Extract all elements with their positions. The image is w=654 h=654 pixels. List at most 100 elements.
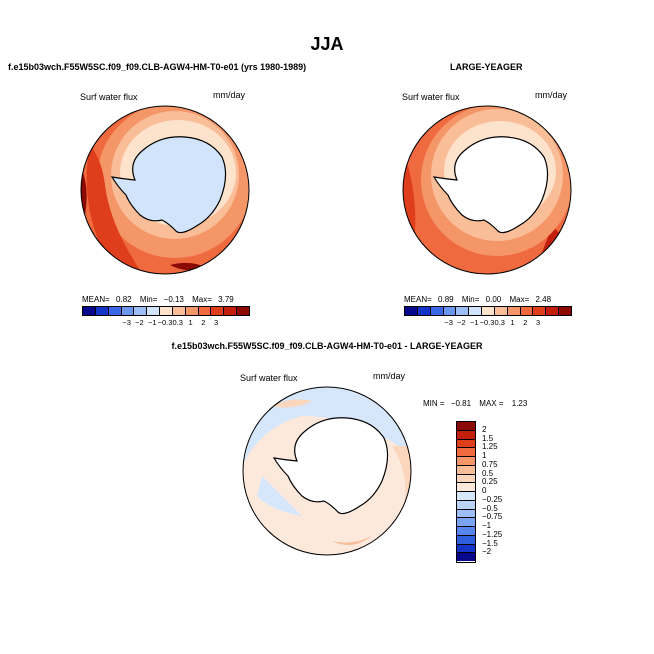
top-left-mean-label: MEAN= <box>82 295 110 304</box>
colorbar-swatch <box>198 307 212 315</box>
colorbar-swatch <box>108 307 122 315</box>
top-left-max: 3.79 <box>218 295 234 304</box>
colorbar-tick-label: 1 <box>510 318 515 327</box>
colorbar-tick-label: 3 <box>535 318 541 327</box>
colorbar-tick-label: −0.25 <box>482 494 503 504</box>
colorbar-swatch <box>457 544 475 554</box>
top-left-case-title: f.e15b03wch.F55W5SC.f09_f09.CLB-AGW4-HM-… <box>8 62 307 72</box>
top-right-mean-label: MEAN= <box>404 295 432 304</box>
colorbar-swatch <box>469 307 483 315</box>
colorbar-swatch <box>482 307 495 315</box>
colorbar-swatch <box>211 307 225 315</box>
colorbar-swatch <box>121 307 135 315</box>
colorbar-tick-label: 2 <box>201 318 206 327</box>
colorbar-tick-label: 2 <box>482 424 487 434</box>
colorbar-swatch <box>457 457 475 466</box>
top-right-field-label: Surf water flux <box>402 92 460 102</box>
top-right-colorbar-labels: −3 −2 −1 −0.3 0.3 1 2 3 <box>404 318 570 328</box>
top-right-case-title: LARGE-YEAGER <box>450 62 523 72</box>
colorbar-swatch <box>457 553 475 561</box>
colorbar-tick-label: −2 <box>457 318 466 327</box>
colorbar-tick-label: 1.5 <box>482 433 494 443</box>
bottom-min-label: MIN = <box>423 399 445 408</box>
colorbar-swatch <box>237 307 249 315</box>
colorbar-swatch <box>457 422 475 431</box>
top-left-min: −0.13 <box>163 295 184 304</box>
top-right-colorbar <box>404 306 572 316</box>
top-right-mean: 0.89 <box>438 295 454 304</box>
colorbar-tick-label: −1 <box>147 318 157 327</box>
colorbar-swatch <box>457 527 475 536</box>
colorbar-tick-label: −0.3 <box>157 318 173 327</box>
bottom-field-label: Surf water flux <box>240 373 298 383</box>
colorbar-swatch <box>457 518 475 527</box>
top-left-field-label: Surf water flux <box>80 92 138 102</box>
colorbar-swatch <box>457 465 475 475</box>
colorbar-tick-label: −3 <box>122 318 131 327</box>
colorbar-swatch <box>546 307 560 315</box>
colorbar-tick-label: −0.75 <box>482 512 503 522</box>
colorbar-swatch <box>457 492 475 501</box>
top-left-units: mm/day <box>213 90 246 100</box>
colorbar-tick-label: −1.5 <box>482 538 498 548</box>
top-left-stats: MEAN= 0.82 Min= −0.13 Max= 3.79 <box>82 295 234 304</box>
top-left-min-label: Min= <box>139 295 158 304</box>
colorbar-swatch <box>134 307 148 315</box>
colorbar-tick-label: −0.5 <box>482 503 498 513</box>
bottom-colorbar-labels: 2 1.5 1.25 1 0.75 0.5 0.25 0 −0.25 −0.5 −0.75 −1 −1.… <box>482 421 522 561</box>
colorbar-tick-label: 0 <box>482 486 487 495</box>
colorbar-swatch <box>456 307 470 315</box>
colorbar-swatch <box>405 307 418 315</box>
colorbar-tick-label: −2 <box>482 547 492 557</box>
top-right-polar-map <box>402 105 572 275</box>
colorbar-tick-label: −1 <box>469 318 479 327</box>
colorbar-swatch <box>417 307 431 315</box>
top-right-min-label: Min= <box>461 295 480 304</box>
colorbar-swatch <box>457 509 475 519</box>
top-left-mean: 0.82 <box>116 295 132 304</box>
top-left-colorbar <box>82 306 250 316</box>
colorbar-tick-label: 1.25 <box>482 442 498 452</box>
colorbar-swatch <box>160 307 173 315</box>
colorbar-tick-label: −3 <box>444 318 453 327</box>
figure-title: JJA <box>310 34 344 54</box>
colorbar-swatch <box>507 307 521 315</box>
bottom-max-label: MAX = <box>479 399 504 408</box>
colorbar-tick-label: 2 <box>523 318 528 327</box>
top-right-max-label: Max= <box>509 295 530 304</box>
colorbar-swatch <box>443 307 457 315</box>
colorbar-tick-label: 0.75 <box>482 459 498 469</box>
colorbar-swatch <box>559 307 571 315</box>
top-left-max-label: Max= <box>192 295 212 304</box>
bottom-max: 1.23 <box>511 399 528 408</box>
colorbar-swatch <box>457 474 475 484</box>
top-left-colorbar-labels: −3 −2 −1 −0.3 0.3 1 2 3 <box>82 318 248 328</box>
bottom-stats: MIN = −0.81 MAX = 1.23 <box>423 399 527 408</box>
colorbar-tick-label: 1 <box>482 451 487 460</box>
colorbar-swatch <box>457 500 475 510</box>
colorbar-swatch <box>95 307 109 315</box>
colorbar-tick-label: −0.3 <box>479 318 495 327</box>
top-right-min: 0.00 <box>485 295 502 304</box>
bottom-min: −0.81 <box>450 399 472 408</box>
colorbar-swatch <box>457 439 475 449</box>
bottom-case-title: f.e15b03wch.F55W5SC.f09_f09.CLB-AGW4-HM-… <box>171 341 483 351</box>
top-left-polar-map <box>80 105 250 275</box>
colorbar-swatch <box>147 307 161 315</box>
colorbar-swatch <box>457 448 475 457</box>
colorbar-tick-label: −1.25 <box>482 529 503 539</box>
colorbar-swatch <box>457 535 475 545</box>
colorbar-swatch <box>224 307 238 315</box>
colorbar-tick-label: 0.3 <box>494 318 505 327</box>
colorbar-tick-label: −1 <box>482 521 492 530</box>
colorbar-swatch <box>457 483 475 492</box>
colorbar-swatch <box>520 307 534 315</box>
top-right-stats: MEAN= 0.89 Min= 0.00 Max= 2.48 <box>404 295 551 304</box>
colorbar-swatch <box>430 307 444 315</box>
colorbar-swatch <box>457 430 475 440</box>
bottom-polar-map <box>242 386 412 556</box>
top-right-units: mm/day <box>535 90 568 100</box>
colorbar-swatch <box>185 307 199 315</box>
bottom-colorbar <box>456 421 476 563</box>
colorbar-swatch <box>83 307 96 315</box>
